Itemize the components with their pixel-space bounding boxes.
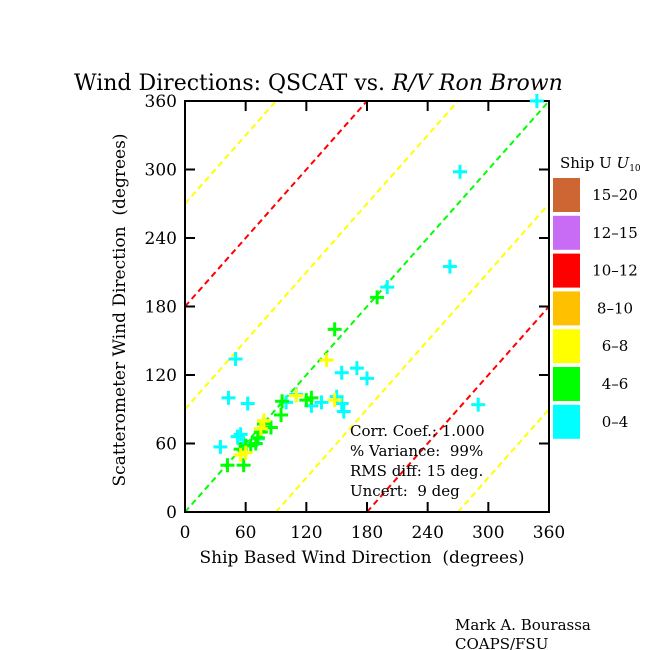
data-point [233, 427, 248, 442]
legend-swatch [553, 178, 580, 212]
data-point [336, 404, 351, 419]
legend: Ship U U10 15–20 12–15 10–12 8–10 6–8 4–6 0–4 [553, 154, 641, 439]
y-tick-label: 120 [145, 366, 177, 386]
reference-line [366, 305, 550, 513]
data-points [213, 94, 544, 473]
y-tick-label: 180 [145, 298, 177, 318]
legend-title: Ship U U10 [560, 154, 641, 174]
legend-label: 4–6 [602, 375, 629, 393]
data-point [228, 352, 243, 367]
data-point [334, 396, 349, 411]
x-tick-label: 0 [180, 523, 191, 543]
axis-ticks: 0 60 120 180 240 300 360 0 60 120 180 240 300 360 [145, 92, 566, 543]
stats-line: Uncert: 9 deg [350, 482, 460, 500]
credit-author: Mark A. Bourassa [455, 616, 591, 634]
legend-swatch [553, 215, 580, 250]
x-tick-label: 120 [290, 523, 322, 543]
data-point [380, 280, 395, 295]
data-point [236, 458, 251, 473]
legend-label: 10–12 [592, 262, 638, 280]
reference-line [457, 408, 550, 513]
reference-line [184, 100, 277, 205]
data-point [327, 322, 342, 337]
reference-line [184, 100, 459, 410]
y-tick-label: 360 [145, 92, 177, 112]
stats-line: RMS diff: 15 deg. [350, 462, 483, 480]
data-point [213, 439, 228, 454]
stats-line: Corr. Coef.: 1.000 [350, 422, 485, 440]
legend-swatch [553, 329, 580, 364]
data-point [289, 388, 304, 403]
x-tick-label: 360 [533, 523, 565, 543]
stats-block: Corr. Coef.: 1.000 % Variance: 99% RMS dif… [350, 422, 485, 500]
y-tick-label: 300 [145, 161, 177, 181]
data-point [529, 94, 544, 108]
y-tick-label: 240 [145, 229, 177, 249]
data-point [304, 390, 319, 405]
data-point [274, 407, 289, 422]
legend-swatch [553, 367, 580, 401]
data-point [319, 353, 334, 368]
legend-label: 6–8 [602, 337, 629, 355]
data-point [238, 445, 253, 460]
legend-swatch [553, 253, 580, 288]
stats-line: % Variance: 99% [350, 442, 483, 460]
legend-swatch [553, 291, 580, 326]
data-point [442, 259, 457, 274]
chart-title: Wind Directions: QSCAT vs. R/V Ron Brown [74, 71, 563, 96]
x-axis-label: Ship Based Wind Direction (degrees) [200, 548, 525, 568]
credit-org: COAPS/FSU [455, 635, 548, 650]
reference-line [184, 100, 368, 308]
x-tick-label: 240 [411, 523, 443, 543]
legend-label: 8–10 [597, 299, 633, 317]
data-point [230, 429, 245, 444]
legend-label: 0–4 [602, 413, 629, 431]
data-point [349, 361, 364, 376]
data-point [360, 371, 374, 386]
data-point [453, 164, 468, 179]
legend-label: 15–20 [592, 186, 638, 204]
x-tick-label: 300 [472, 523, 504, 543]
data-point [471, 397, 486, 412]
y-tick-label: 60 [155, 435, 177, 455]
data-point [314, 395, 329, 410]
data-point [334, 365, 349, 380]
data-point [275, 394, 290, 409]
legend-swatch [553, 404, 580, 439]
data-point [256, 413, 271, 428]
reference-line [275, 203, 550, 513]
data-point [221, 390, 236, 405]
data-point [240, 396, 255, 411]
legend-label: 12–15 [592, 224, 638, 242]
x-tick-label: 180 [351, 523, 383, 543]
y-tick-label: 0 [166, 503, 177, 523]
data-point [253, 421, 268, 436]
y-axis-label: Scatterometer Wind Direction (degrees) [110, 134, 130, 487]
data-point [370, 290, 385, 305]
x-tick-label: 60 [235, 523, 257, 543]
data-point [327, 393, 342, 408]
data-point [220, 458, 235, 473]
